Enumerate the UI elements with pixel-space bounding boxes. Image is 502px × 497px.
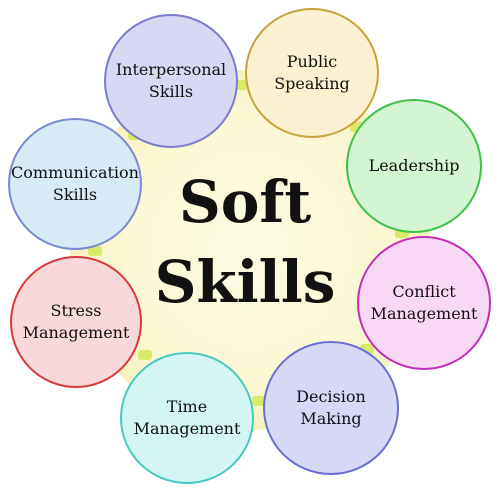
connector — [252, 396, 266, 406]
node-label: Interpersonal Skills — [115, 60, 227, 101]
node-conflict-management: Conflict Management — [357, 236, 491, 370]
node-communication-skills: Communication Skills — [8, 118, 142, 250]
node-label: Decision Making — [296, 387, 366, 428]
connector — [360, 344, 374, 354]
diagram-title-line-1: Soft — [178, 168, 312, 236]
node-label: Stress Management — [22, 301, 130, 342]
node-interpersonal-skills: Interpersonal Skills — [104, 14, 238, 148]
node-label: Conflict Management — [370, 282, 478, 323]
node-stress-management: Stress Management — [10, 256, 142, 388]
connector — [88, 246, 102, 256]
node-public-speaking: Public Speaking — [245, 8, 379, 138]
node-leadership: Leadership — [346, 99, 482, 233]
connector — [395, 228, 409, 238]
diagram-title-line-2: Skills — [154, 248, 336, 316]
connector — [138, 350, 152, 360]
connector — [233, 80, 247, 90]
node-time-management: Time Management — [120, 352, 254, 484]
node-label: Leadership — [368, 156, 460, 175]
node-label: Communication Skills — [11, 163, 139, 204]
node-decision-making: Decision Making — [263, 341, 399, 475]
node-label: Public Speaking — [274, 52, 350, 93]
node-label: Time Management — [133, 397, 241, 438]
